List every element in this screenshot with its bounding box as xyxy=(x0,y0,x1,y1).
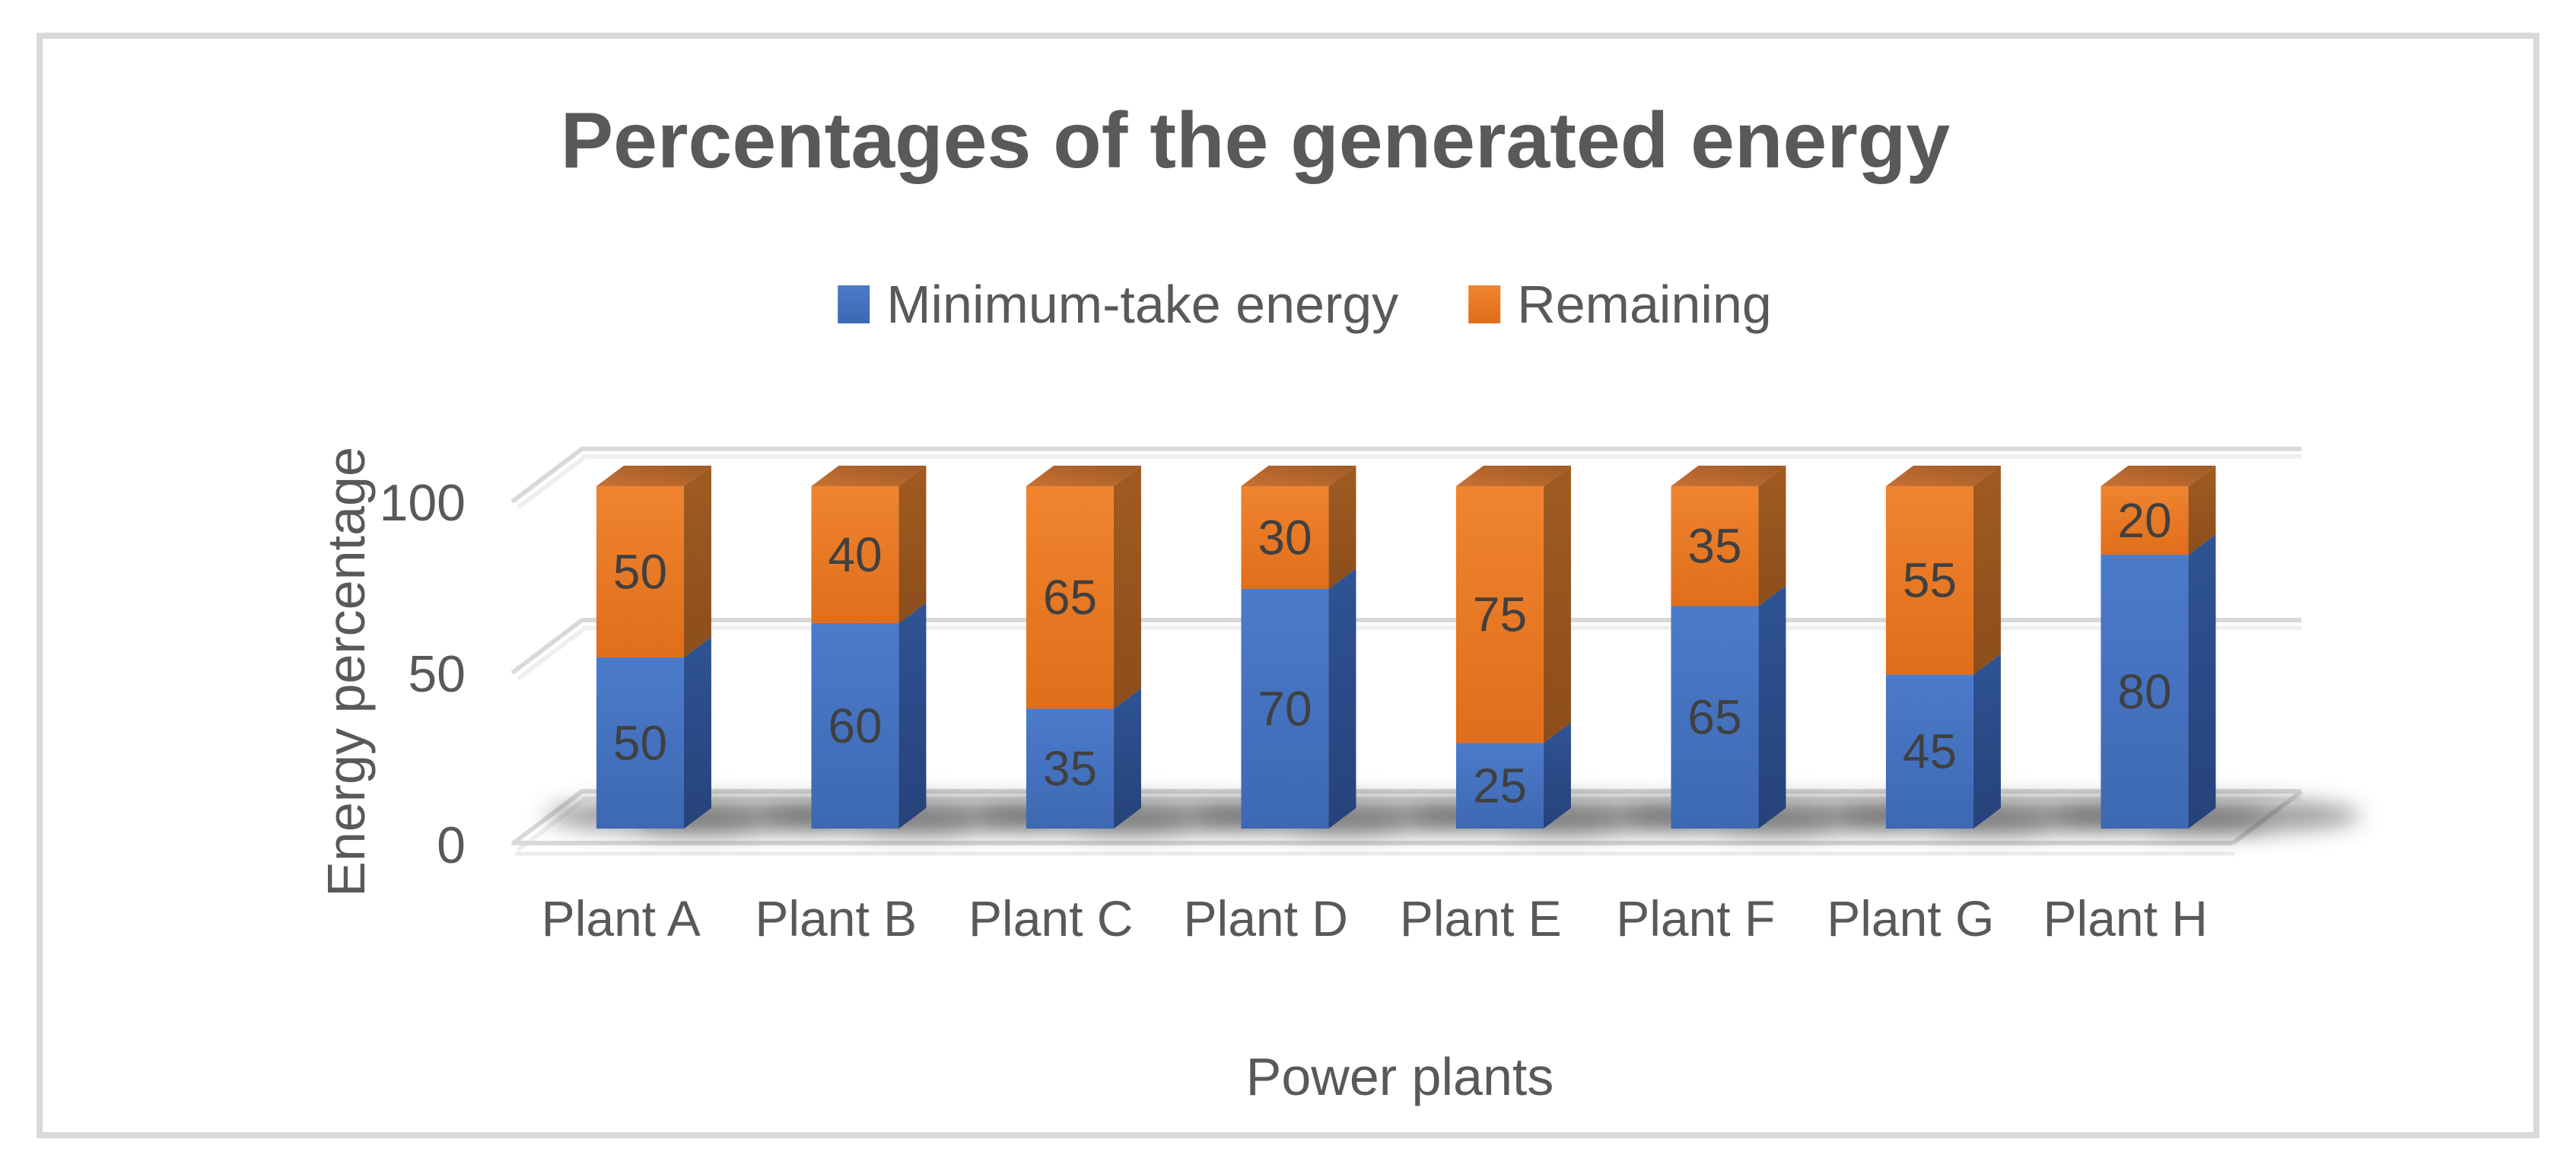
bar-orange-top xyxy=(2101,465,2216,486)
bar-orange-side xyxy=(1758,465,1786,606)
data-label-remaining: 30 xyxy=(1258,510,1312,565)
bar-blue-front xyxy=(1026,708,1114,829)
bar-orange-top xyxy=(1026,465,1141,486)
bar-blue-front xyxy=(1241,588,1329,829)
chart-title: Percentages of the generated energy xyxy=(560,97,1951,185)
data-label-remaining: 75 xyxy=(1473,587,1527,642)
bar-plant-c: 35 65 xyxy=(1026,465,1141,829)
bar-orange-side xyxy=(1113,465,1141,709)
data-label-remaining: 35 xyxy=(1687,519,1741,574)
legend-label-remaining: Remaining xyxy=(1517,275,1772,334)
legend-swatch-orange-icon xyxy=(1468,285,1501,323)
data-label-minimum-take: 80 xyxy=(2117,664,2171,719)
bar-blue-side xyxy=(1113,688,1141,829)
bar-orange-front xyxy=(1241,485,1329,589)
bar-orange-front xyxy=(1455,485,1544,743)
bar-blue-front xyxy=(1885,674,1973,829)
bar-orange-side xyxy=(1973,465,2001,675)
bar-orange-side xyxy=(898,465,927,623)
data-label-minimum-take: 70 xyxy=(1258,681,1312,736)
bar-orange-top xyxy=(1241,465,1356,486)
y-tick-label-0: 0 xyxy=(437,816,466,874)
legend-swatch-blue-icon xyxy=(838,285,870,323)
bar-blue-side xyxy=(1973,654,2001,829)
bar-plant-a: 50 50 xyxy=(596,465,711,829)
bar-orange-front xyxy=(1671,485,1759,606)
x-category-label-plant-g: Plant G xyxy=(1827,890,1994,947)
bar-orange-top xyxy=(1671,465,1786,486)
data-label-minimum-take: 50 xyxy=(613,715,667,770)
bar-orange-front xyxy=(1885,485,1973,675)
bar-orange-front xyxy=(596,485,684,657)
data-label-remaining: 55 xyxy=(1903,553,1957,608)
bar-blue-front xyxy=(2101,554,2189,829)
bar-plant-g: 45 55 xyxy=(1885,465,2001,829)
y-axis-title: Energy percentage xyxy=(316,447,376,897)
data-label-minimum-take: 25 xyxy=(1473,759,1527,813)
bar-orange-top xyxy=(1885,465,2001,486)
bar-orange-side xyxy=(1328,465,1356,589)
bar-blue-side xyxy=(898,602,927,829)
bar-blue-front xyxy=(811,622,899,829)
bar-orange-top xyxy=(1455,465,1571,486)
bar-plant-d: 70 30 xyxy=(1241,465,1356,829)
bar-orange-front xyxy=(2101,485,2189,555)
bar-blue-front xyxy=(1455,743,1544,829)
data-label-minimum-take: 65 xyxy=(1687,690,1741,745)
bar-orange-side xyxy=(1543,465,1571,743)
legend-item-minimum-take-energy: Minimum-take energy xyxy=(838,275,1398,333)
legend-label-minimum-take-energy: Minimum-take energy xyxy=(886,275,1399,334)
bar-orange-front xyxy=(811,485,899,623)
x-category-label-plant-a: Plant A xyxy=(542,890,701,947)
data-label-minimum-take: 35 xyxy=(1043,741,1097,796)
x-category-label-plant-b: Plant B xyxy=(755,890,917,947)
bar-orange-side xyxy=(683,465,711,657)
legend-item-remaining: Remaining xyxy=(1468,275,1772,333)
bar-orange-top xyxy=(811,465,927,486)
bar-blue-side xyxy=(683,636,711,829)
bar-blue-front xyxy=(596,657,684,829)
y-tick-label-50: 50 xyxy=(408,645,466,703)
bar-blue-side xyxy=(1328,568,1356,829)
gridline-100 xyxy=(511,447,2301,510)
bar-orange-top xyxy=(596,465,711,486)
data-label-remaining: 40 xyxy=(828,527,882,582)
x-category-label-plant-d: Plant D xyxy=(1184,890,1348,947)
x-category-label-plant-c: Plant C xyxy=(968,890,1133,947)
legend: Minimum-take energy Remaining xyxy=(838,275,1772,333)
data-label-remaining: 65 xyxy=(1043,570,1097,625)
bar-plant-f: 65 35 xyxy=(1671,465,1786,829)
bar-plant-b: 60 40 xyxy=(811,465,927,829)
x-axis-title: Power plants xyxy=(1245,1047,1554,1106)
bar-plant-h: 80 20 xyxy=(2101,465,2216,829)
y-tick-label-100: 100 xyxy=(380,474,466,532)
bar-blue-side xyxy=(2188,533,2216,829)
bar-orange-front xyxy=(1026,485,1114,709)
gridline-50 xyxy=(511,618,2301,681)
bar-plant-e: 25 75 xyxy=(1455,465,1571,829)
bar-blue-side xyxy=(1543,722,1571,829)
data-label-remaining: 20 xyxy=(2117,493,2171,548)
bar-blue-front xyxy=(1671,606,1759,829)
data-label-remaining: 50 xyxy=(613,544,667,599)
x-category-label-plant-e: Plant E xyxy=(1400,890,1562,947)
x-category-label-plant-f: Plant F xyxy=(1616,890,1775,947)
data-label-minimum-take: 60 xyxy=(828,698,882,753)
bar-blue-side xyxy=(1758,585,1786,829)
x-category-label-plant-h: Plant H xyxy=(2043,890,2208,947)
data-label-minimum-take: 45 xyxy=(1903,724,1957,779)
bar-orange-side xyxy=(2188,465,2216,555)
